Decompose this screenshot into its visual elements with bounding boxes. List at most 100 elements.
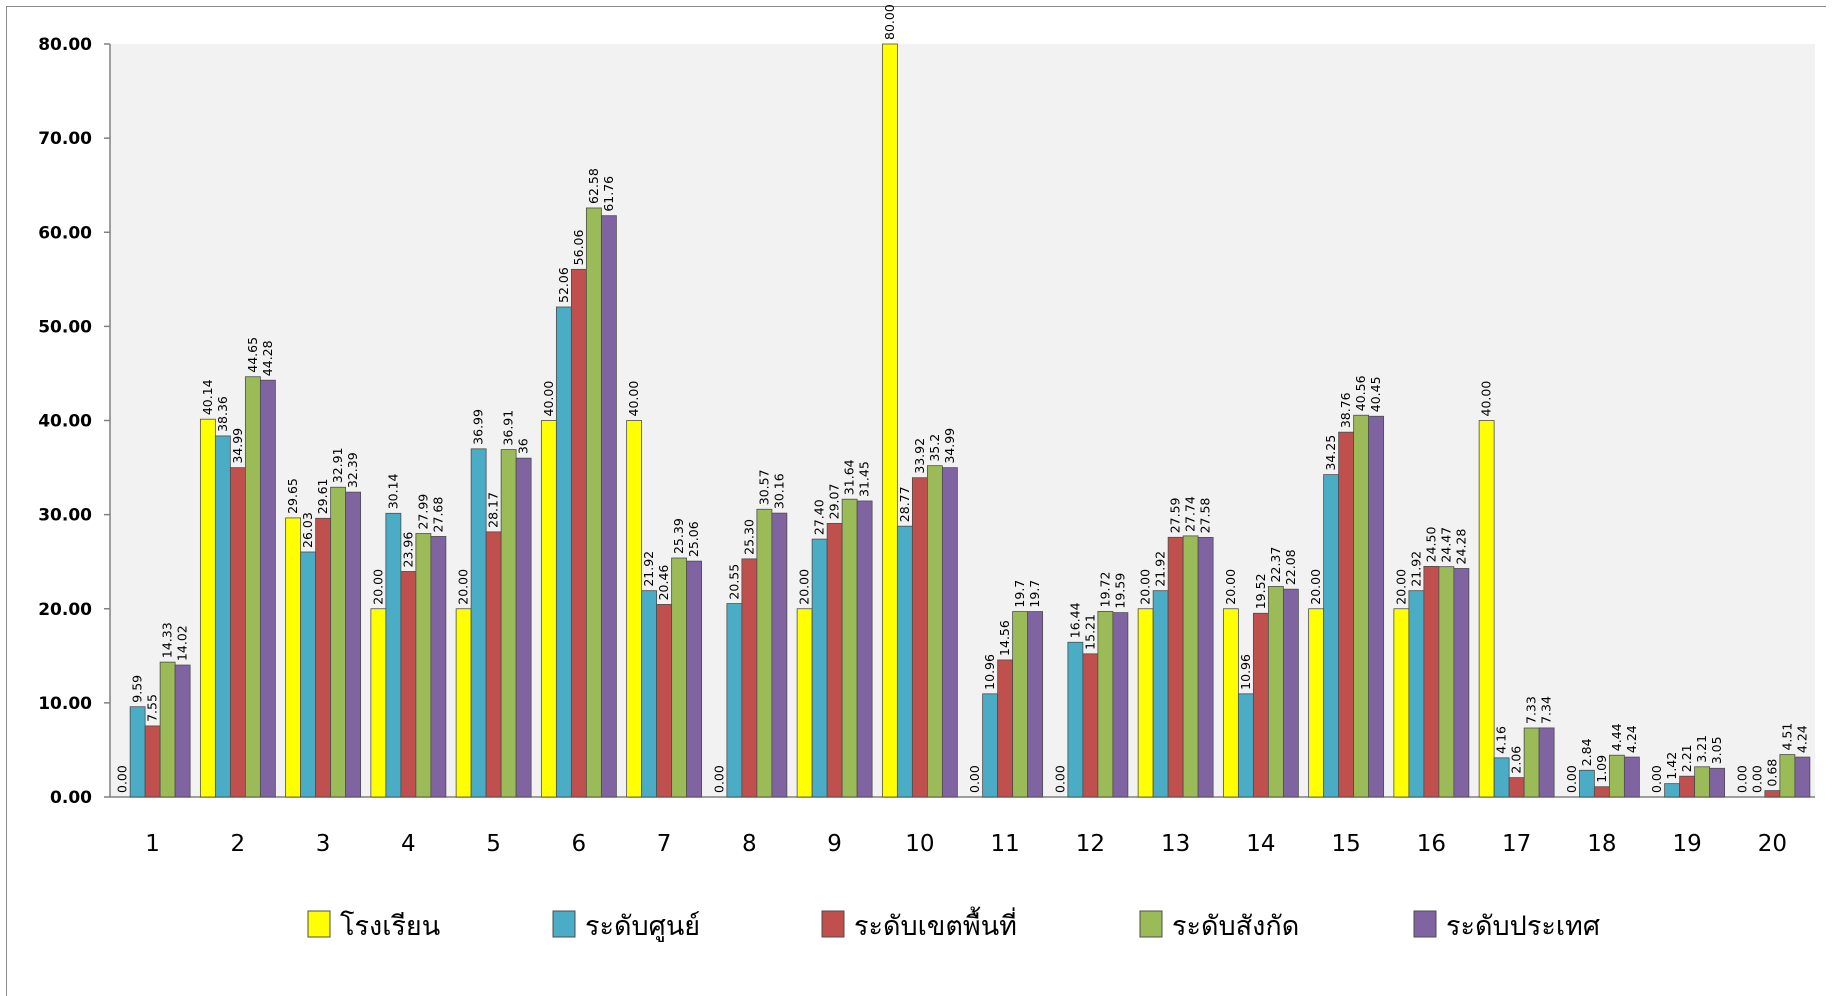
bar — [1197, 537, 1214, 798]
x-tick-label: 4 — [401, 831, 416, 857]
bar — [470, 448, 487, 798]
bar — [315, 517, 332, 798]
bar — [485, 531, 502, 798]
data-label: 29.07 — [827, 484, 842, 520]
bar — [1608, 754, 1625, 798]
bar — [881, 43, 898, 798]
x-tick-label: 11 — [990, 831, 1019, 857]
data-label: 0.00 — [115, 765, 130, 793]
data-label: 40.00 — [541, 381, 556, 417]
data-label: 19.72 — [1097, 572, 1112, 608]
x-tick-label: 17 — [1502, 831, 1531, 857]
bar — [1393, 608, 1410, 798]
bar — [997, 659, 1014, 798]
data-label: 21.92 — [641, 551, 656, 587]
bar — [229, 467, 246, 798]
y-tick-label: 40.00 — [38, 412, 92, 432]
data-label: 29.61 — [315, 478, 330, 514]
data-label: 25.06 — [686, 521, 701, 557]
bar — [1012, 611, 1029, 798]
data-label: 22.08 — [1283, 549, 1298, 585]
data-label: 20.00 — [1308, 569, 1323, 605]
data-label: 0.00 — [1649, 765, 1664, 793]
data-label: 27.99 — [415, 494, 430, 530]
bar — [129, 706, 146, 798]
bar — [1308, 608, 1325, 798]
bar — [796, 608, 813, 798]
bar — [1152, 590, 1169, 798]
bar — [1222, 608, 1239, 798]
legend-swatch — [1413, 910, 1437, 938]
data-label: 32.91 — [330, 447, 345, 483]
data-label: 36.91 — [501, 410, 516, 446]
bar — [771, 512, 788, 798]
x-tick-label: 5 — [486, 831, 501, 857]
bar — [400, 571, 417, 798]
data-label: 20.00 — [1138, 569, 1153, 605]
bar — [500, 449, 517, 798]
data-label: 34.99 — [942, 428, 957, 464]
bar — [144, 725, 161, 798]
bar — [385, 512, 402, 798]
x-tick-label: 10 — [905, 831, 934, 857]
x-tick-label: 2 — [231, 831, 246, 857]
data-label: 19.52 — [1253, 573, 1268, 609]
legend-swatch — [307, 910, 331, 938]
data-label: 14.02 — [175, 625, 190, 661]
legend: โรงเรียน ระดับศูนย์ ระดับเขตพื้นที่ ระดับสั… — [307, 906, 1600, 942]
bar — [841, 498, 858, 798]
bar — [345, 491, 362, 798]
plot-area — [110, 44, 1815, 797]
data-label: 4.51 — [1779, 723, 1794, 751]
x-tick-label: 20 — [1758, 831, 1787, 857]
data-label: 36 — [516, 438, 531, 454]
bar — [1593, 786, 1610, 798]
y-tick-label: 50.00 — [38, 317, 92, 337]
data-label: 2.06 — [1509, 746, 1524, 774]
bar — [1779, 754, 1796, 798]
legend-swatch — [552, 910, 576, 938]
bar — [1679, 775, 1696, 798]
bar — [656, 604, 673, 798]
bar — [756, 508, 773, 798]
bar-series-group — [129, 43, 1811, 798]
y-tick-label: 0.00 — [50, 788, 92, 808]
legend-label: ระดับสังกัด — [1172, 911, 1299, 942]
bar — [641, 590, 658, 798]
bar — [415, 533, 432, 798]
bar — [300, 551, 317, 798]
data-label: 20.00 — [797, 569, 812, 605]
data-label: 21.92 — [1153, 551, 1168, 587]
data-label: 10.96 — [982, 654, 997, 690]
bar — [1764, 790, 1781, 798]
x-tick-label: 9 — [827, 831, 842, 857]
data-label: 27.74 — [1183, 496, 1198, 532]
y-tick-label: 20.00 — [38, 600, 92, 620]
data-label: 30.57 — [756, 469, 771, 505]
x-tick-label: 18 — [1587, 831, 1616, 857]
data-label: 19.7 — [1012, 580, 1027, 608]
bar — [826, 522, 843, 798]
data-label: 34.25 — [1323, 435, 1338, 471]
data-label: 27.58 — [1198, 498, 1213, 534]
data-label: 4.24 — [1794, 725, 1809, 753]
x-tick-label: 8 — [742, 831, 757, 857]
data-label: 15.21 — [1082, 614, 1097, 650]
data-label: 24.50 — [1423, 527, 1438, 563]
data-label: 30.16 — [771, 473, 786, 509]
bar — [1282, 588, 1299, 798]
data-label: 21.92 — [1408, 551, 1423, 587]
data-label: 32.39 — [345, 452, 360, 488]
data-label: 44.65 — [245, 337, 260, 373]
data-labels-group: 0.00 40.14 29.65 20.00 20.00 40.00 40.00 0.00 20… — [115, 4, 1810, 793]
x-tick-label: 19 — [1672, 831, 1701, 857]
data-label: 0.00 — [1052, 765, 1067, 793]
data-label: 24.28 — [1453, 529, 1468, 565]
data-label: 20.00 — [456, 569, 471, 605]
bar — [982, 693, 999, 798]
data-label: 1.42 — [1664, 752, 1679, 780]
data-label: 2.84 — [1579, 738, 1594, 766]
data-label: 40.56 — [1353, 375, 1368, 411]
x-tick-label: 13 — [1161, 831, 1190, 857]
